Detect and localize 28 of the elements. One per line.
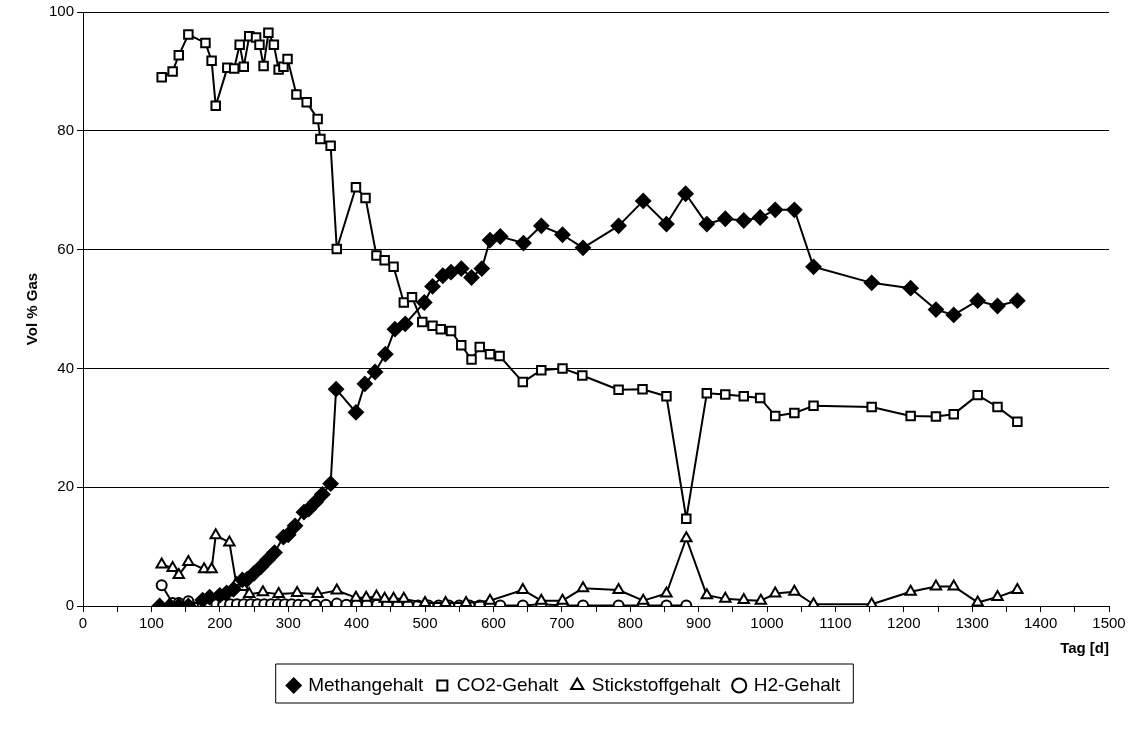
x-tick-label: 1200 <box>887 614 921 632</box>
x-tick-label: 500 <box>412 614 438 632</box>
x-tick-label: 300 <box>275 614 301 632</box>
x-tick-label: 0 <box>78 614 88 632</box>
legend-label: Stickstoffgehalt <box>591 673 721 695</box>
y-tick-label: 40 <box>57 358 75 376</box>
x-tick-label: 100 <box>138 614 164 632</box>
y-tick-label: 100 <box>49 2 75 20</box>
x-tick-label: 1500 <box>1092 614 1126 632</box>
x-tick-label: 600 <box>480 614 506 632</box>
x-tick-label: 400 <box>344 614 370 632</box>
x-tick-label: 200 <box>207 614 233 632</box>
y-tick-label: 0 <box>65 596 75 614</box>
x-tick-label: 1000 <box>750 614 784 632</box>
y-axis-title: Vol % Gas <box>23 272 41 346</box>
x-tick-label: 800 <box>617 614 643 632</box>
legend-label: Methangehalt <box>308 673 425 695</box>
legend-label: CO2-Gehalt <box>456 673 559 695</box>
x-tick-label: 1100 <box>819 614 852 632</box>
x-tick-label: 900 <box>686 614 712 632</box>
x-tick-label: 1300 <box>955 614 989 632</box>
y-tick-label: 20 <box>57 477 75 495</box>
y-tick-label: 60 <box>57 239 75 257</box>
y-tick-label: 80 <box>57 120 75 138</box>
legend-label: H2-Gehalt <box>753 673 842 695</box>
x-tick-label: 1400 <box>1023 614 1058 632</box>
x-axis-title: Tag [d] <box>1060 639 1109 657</box>
x-tick-label: 700 <box>549 614 575 632</box>
